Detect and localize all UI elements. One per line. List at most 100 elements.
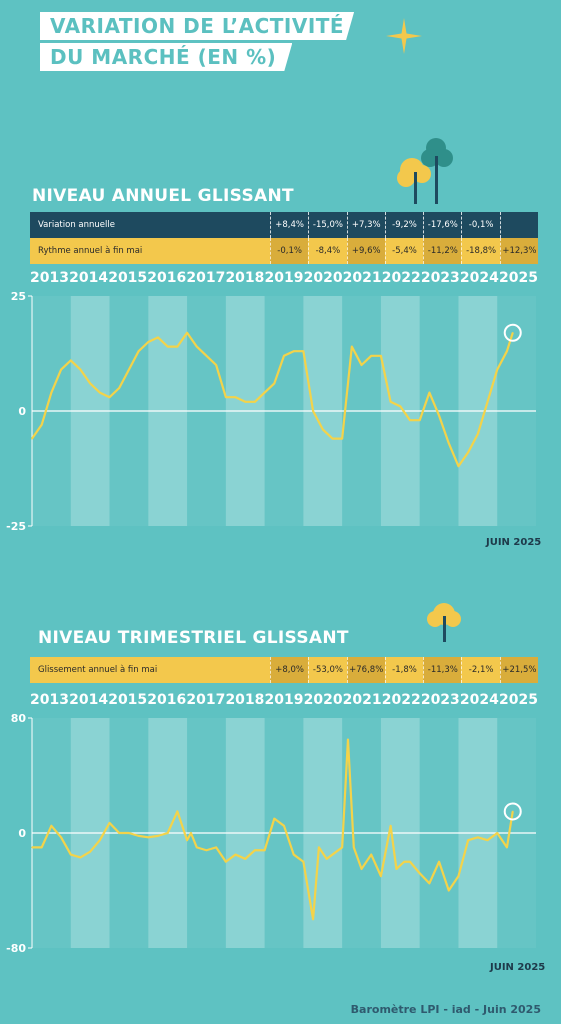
data-point — [428, 882, 431, 885]
data-point — [50, 391, 53, 394]
annual-row1-cell: -0,1% — [461, 212, 499, 238]
data-point — [69, 359, 72, 362]
annual-row2-label: Rythme annuel à fin mai — [38, 246, 143, 256]
data-point — [409, 419, 411, 421]
data-point — [380, 355, 382, 357]
data-point — [176, 345, 179, 348]
data-point — [399, 405, 402, 408]
data-point — [331, 853, 334, 856]
tree-icon — [427, 603, 461, 642]
year-label: 2021 — [342, 692, 382, 708]
data-point — [263, 849, 266, 852]
quarterly-row1-cell: -11,3% — [423, 657, 462, 683]
quarterly-section-title: NIVEAU TRIMESTRIEL GLISSANT — [38, 628, 349, 648]
year-label: 2016 — [147, 270, 187, 286]
data-point — [195, 345, 198, 348]
data-point — [302, 860, 305, 863]
data-point — [496, 368, 499, 371]
data-point — [157, 835, 159, 837]
year-label: 2025 — [498, 270, 538, 286]
data-point — [418, 872, 421, 875]
year-label: 2020 — [303, 270, 343, 286]
data-point — [215, 846, 217, 849]
quarterly-date-note: JUIN 2025 — [490, 962, 546, 973]
data-point — [69, 853, 72, 856]
annual-row2-cell: -18,8% — [461, 238, 499, 264]
data-point — [108, 822, 111, 824]
data-point — [89, 382, 91, 385]
year-label: 2013 — [30, 270, 70, 286]
annual-row2-cell: -5,4% — [384, 238, 423, 264]
data-point — [234, 853, 237, 856]
year-label: 2018 — [225, 692, 265, 708]
year-label: 2013 — [30, 692, 70, 708]
data-point — [312, 918, 314, 921]
year-label: 2019 — [264, 692, 304, 708]
main-title-line2: DU MARCHÉ (EN %) — [40, 43, 292, 71]
data-point — [447, 442, 450, 444]
year-label: 2025 — [498, 692, 538, 708]
data-point — [244, 858, 247, 860]
data-point — [395, 868, 398, 870]
data-point — [137, 835, 140, 837]
data-point — [496, 832, 499, 834]
data-point — [457, 465, 460, 467]
annual-row1-cell: +8,4% — [269, 212, 308, 238]
annual-row1-label: Variation annuelle — [38, 220, 115, 230]
data-point — [40, 846, 43, 849]
data-point — [380, 875, 382, 877]
year-label: 2017 — [186, 270, 226, 286]
data-point — [467, 451, 469, 454]
quarterly-row-glissement: Glissement annuel à fin mai +8,0% -53,0%… — [30, 657, 539, 683]
data-point — [225, 860, 227, 863]
star-icon — [386, 18, 422, 54]
data-point — [467, 839, 469, 841]
year-label: 2022 — [381, 692, 421, 708]
year-label: 2023 — [420, 692, 460, 708]
annual-table: Variation annuelle +8,4% -15,0% +7,3% -9… — [30, 212, 539, 264]
year-label: 2015 — [108, 692, 148, 708]
annual-row-rythme: Rythme annuel à fin mai -0,1% -8,4% +9,6… — [30, 238, 539, 264]
y-tick-label: 0 — [18, 827, 26, 840]
data-point — [60, 368, 62, 371]
data-point — [389, 825, 392, 827]
data-point — [477, 433, 479, 435]
year-label: 2020 — [303, 692, 343, 708]
data-point — [128, 368, 130, 371]
data-point — [283, 825, 285, 827]
year-label: 2024 — [459, 270, 499, 286]
annual-date-note: JUIN 2025 — [486, 537, 542, 548]
data-point — [438, 414, 440, 417]
data-point — [108, 396, 111, 398]
year-label: 2015 — [108, 270, 148, 286]
last-point-highlight — [503, 802, 522, 821]
annual-row-variation: Variation annuelle +8,4% -15,0% +7,3% -9… — [30, 212, 538, 238]
data-point — [79, 368, 82, 371]
year-label: 2023 — [420, 270, 460, 286]
annual-row1-cell: +7,3% — [346, 212, 385, 238]
data-point — [360, 364, 363, 366]
data-point — [360, 868, 363, 870]
year-label: 2024 — [459, 692, 499, 708]
data-point — [312, 410, 314, 412]
data-point — [347, 738, 349, 741]
data-point — [331, 437, 334, 440]
data-point — [511, 810, 514, 813]
quarterly-row1-cell: +21,5% — [499, 657, 539, 683]
data-point — [352, 846, 355, 849]
data-point — [325, 858, 328, 860]
data-point — [457, 875, 460, 877]
quarterly-chart: 80 0 -80 — [6, 712, 536, 955]
data-point — [438, 860, 440, 863]
annual-section-title: NIVEAU ANNUEL GLISSANT — [32, 186, 294, 206]
data-point — [147, 836, 150, 839]
quarterly-row1-cell: -1,8% — [384, 657, 423, 683]
source-note: Baromètre LPI - iad - Juin 2025 — [350, 1003, 541, 1016]
data-point — [506, 350, 508, 352]
data-point — [99, 839, 101, 841]
annual-row1-cell: -15,0% — [308, 212, 346, 238]
data-point — [186, 332, 188, 334]
data-point — [40, 424, 43, 426]
data-point — [190, 832, 192, 834]
data-point — [292, 350, 295, 352]
